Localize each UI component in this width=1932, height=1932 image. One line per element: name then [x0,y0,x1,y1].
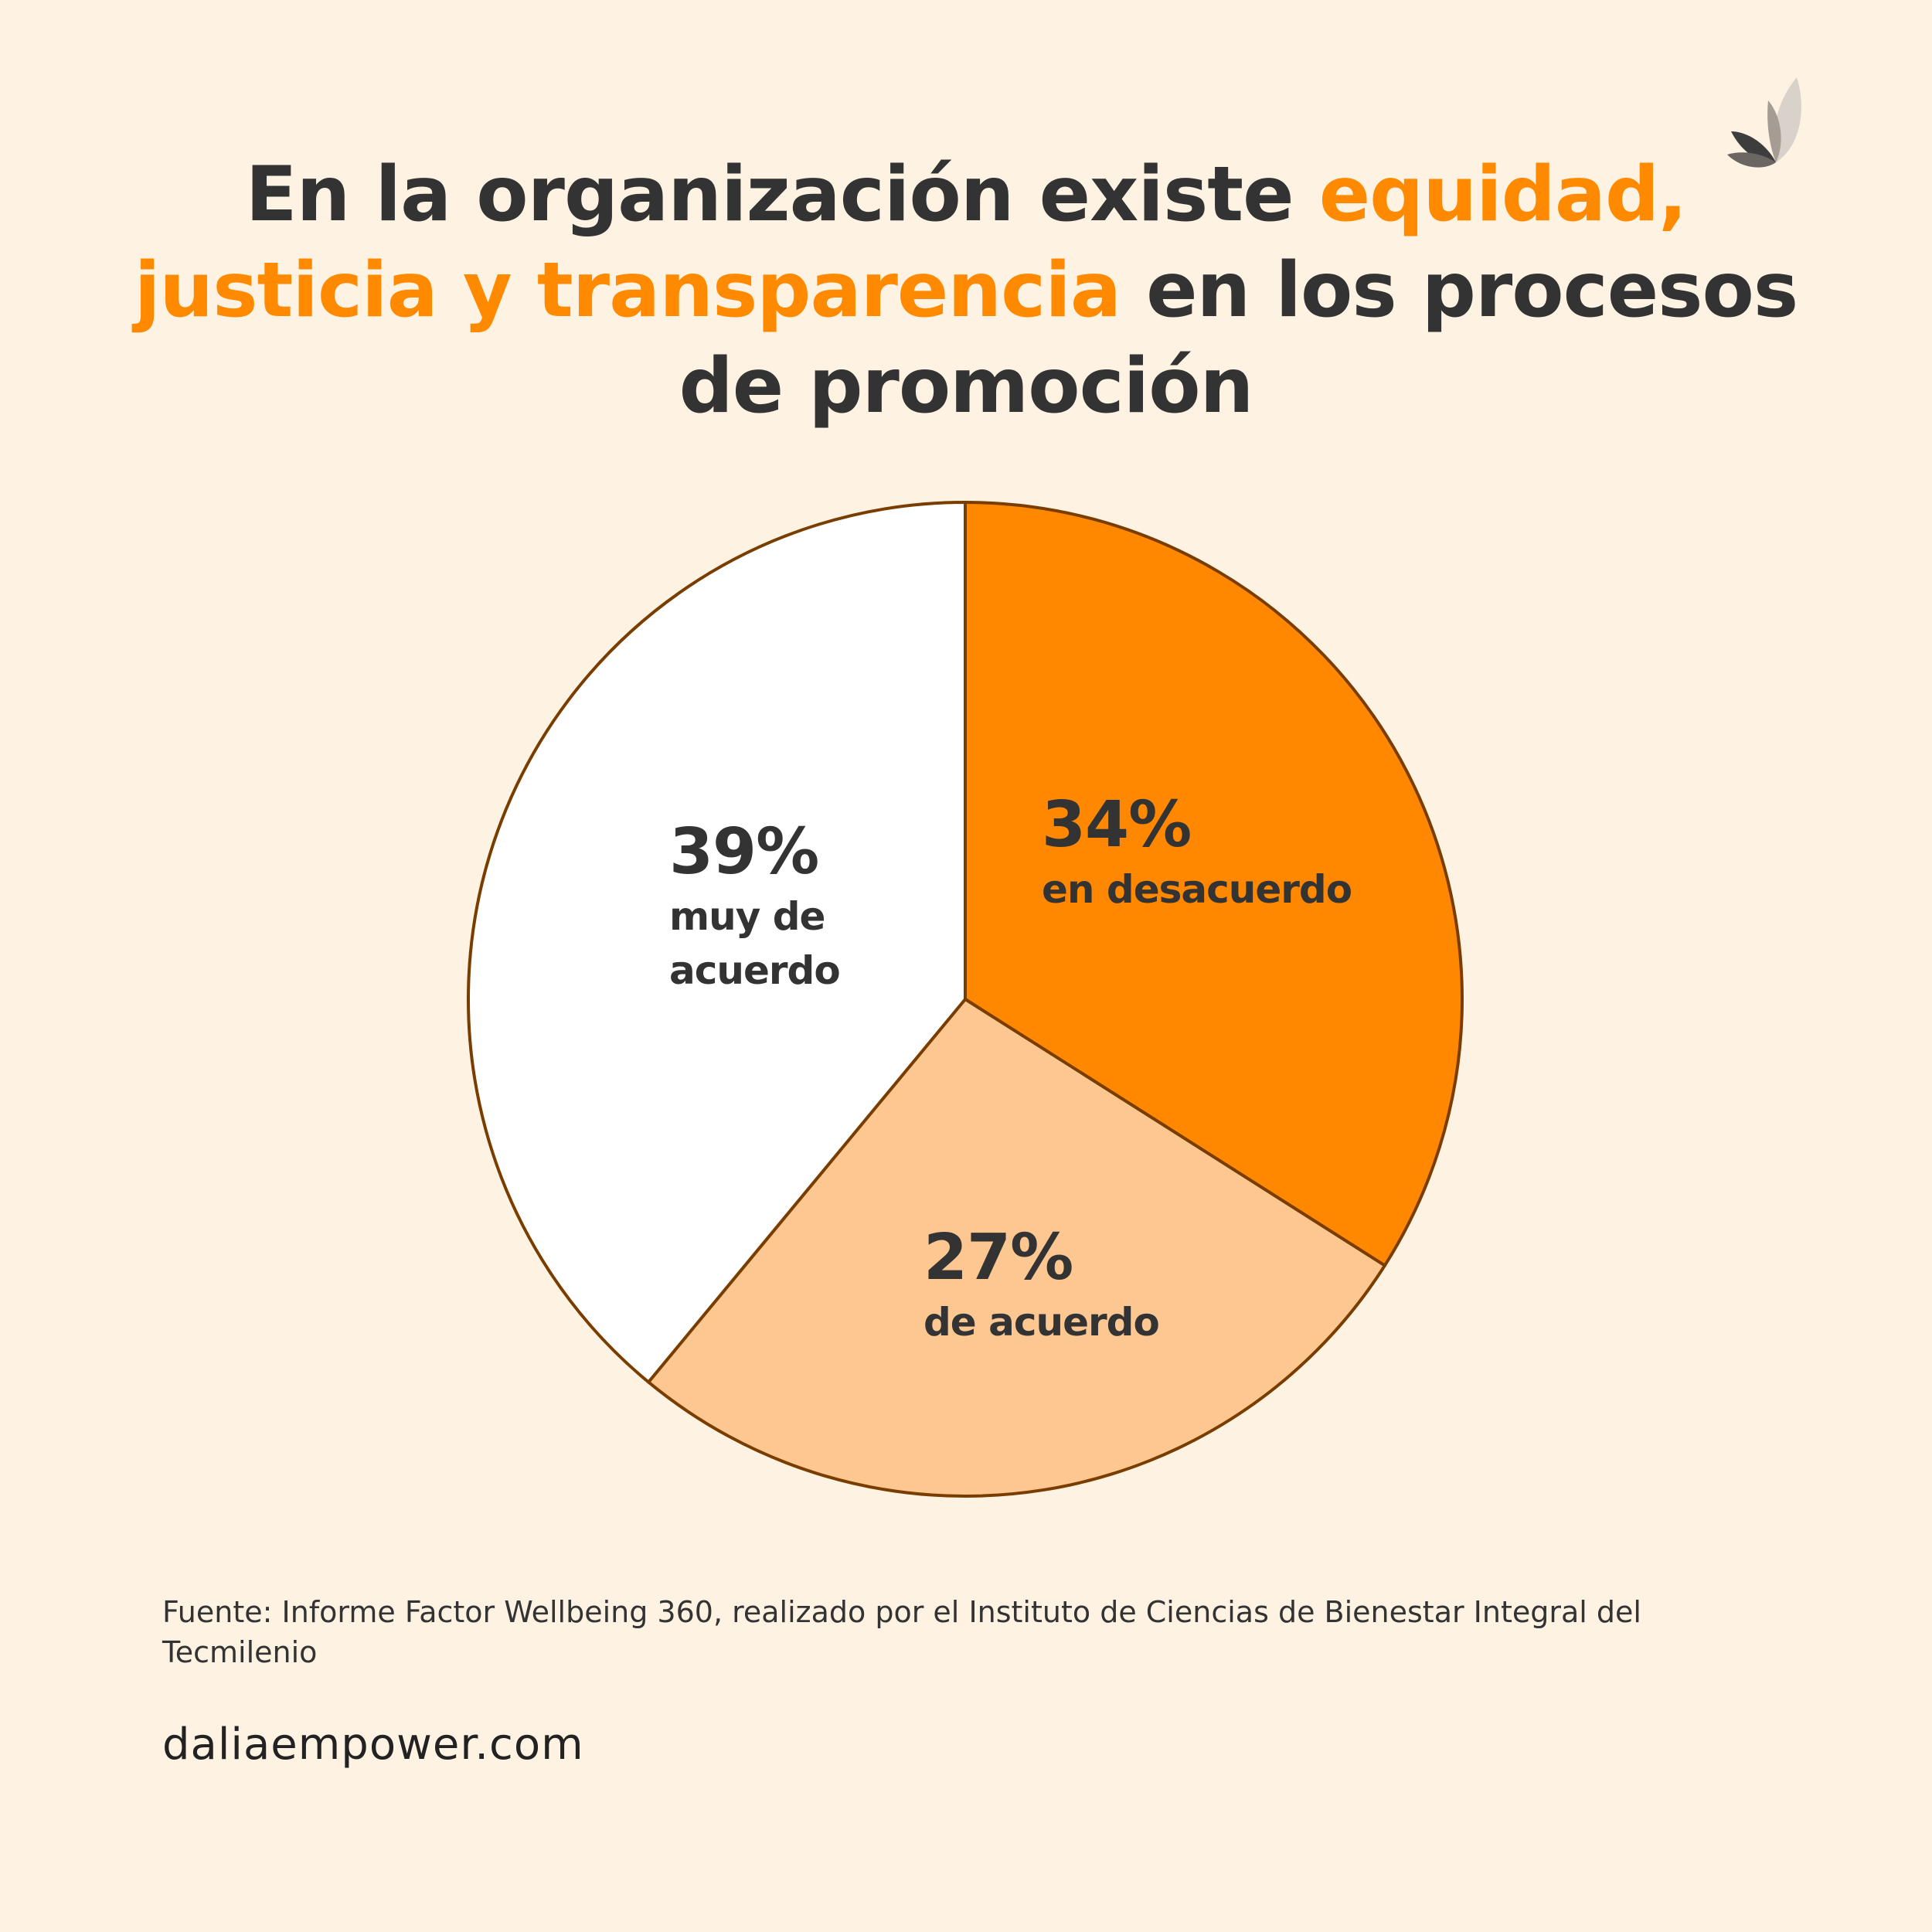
slice-value: 34% [1042,788,1192,862]
slice-category: de acuerdo [923,1300,1160,1345]
pie-slice-en-desacuerdo [964,501,1464,1267]
slice-category: muy de acuerdo [669,894,841,993]
chart-title: En la organización existe equidad, justi… [116,147,1816,434]
title-highlight: equidad, justicia y transparencia [134,151,1688,335]
website-link[interactable]: daliaempower.com [162,1719,584,1770]
slice-label-muy-de-acuerdo: 39% muy de acuerdo [669,815,947,998]
slice-label-en-desacuerdo: 34% en desacuerdo [1042,788,1444,917]
pie-slice-de-acuerdo [647,998,1386,1498]
title-part-1: En la organización existe [245,151,1319,239]
slice-value: 39% [669,815,819,889]
slice-category: en desacuerdo [1042,867,1352,912]
pie-slice-muy-de-acuerdo [467,501,967,1384]
slice-value: 27% [923,1221,1073,1294]
lotus-leaves-icon [1727,77,1801,168]
title-part-2: en los procesos de promoción [679,247,1799,430]
source-note: Fuente: Informe Factor Wellbeing 360, re… [162,1595,1641,1669]
slice-label-de-acuerdo: 27% de acuerdo [923,1221,1325,1349]
pie-slices [467,501,1464,1498]
